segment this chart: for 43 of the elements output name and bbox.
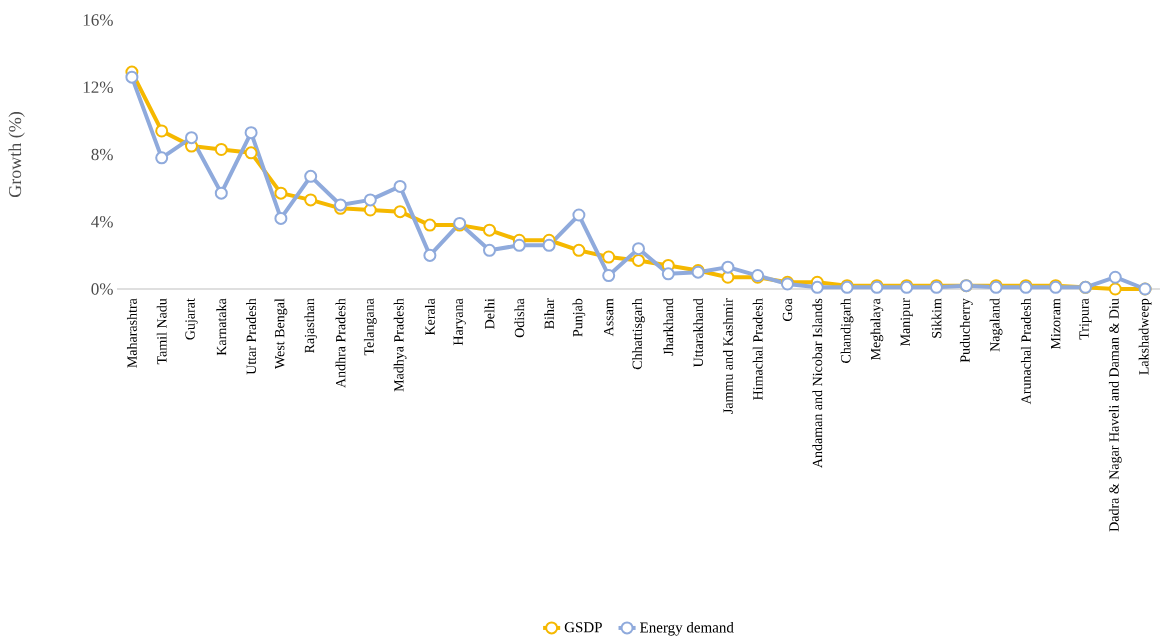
x-tick-label: Haryana [453,298,466,346]
x-tick-label: Telangana [363,298,377,356]
x-tick-label: Nagaland [989,298,1003,352]
y-tick-label: 16% [83,14,113,26]
x-tick-label: Arunachal Pradesh [1020,298,1031,405]
x-tick-label: Uttarakhand [693,298,704,368]
x-tick-label: Tripura [1079,298,1092,340]
x-tick-label: Andhra Pradesh [335,298,346,388]
x-tick-label: Mizoram [1050,298,1061,350]
x-tick-label: Odisha [514,298,525,338]
x-tick-label: Sikkim [931,298,942,338]
x-tick-label: Chandigarh [840,298,854,363]
y-axis-title: Growth (%) [8,112,25,197]
legend-label: Energy demand [640,622,734,636]
x-tick-label: Karnataka [216,298,227,356]
y-tick-label: 4% [91,215,113,228]
x-tick-label: Jammu and Kashmir [722,298,733,414]
x-tick-label: Bihar [544,298,555,329]
x-tick-label: Delhi [484,298,495,329]
x-tick-label: Lakshadweep [1138,298,1152,375]
x-tick-label: Puducherry [959,298,973,363]
x-tick-label: Chhattisgarh [632,298,645,370]
x-tick-label: Uttar Pradesh [246,298,257,375]
x-tick-label: Andaman and Nicobar Islands [812,298,823,468]
x-tick-label: Tamil Nadu [156,298,167,365]
x-tick-label: Dadra & Nagar Haveli and Daman & Diu [1108,298,1122,532]
x-tick-label: West Bengal [274,298,288,369]
x-tick-label: Meghalaya [870,298,884,360]
x-tick-label: Assam [603,298,614,337]
x-tick-label: Himachal Pradesh [752,298,763,401]
legend-label: GSDP [564,622,602,633]
x-tick-label: Maharashtra [126,298,137,368]
x-tick-label: Goa [782,298,793,321]
x-tick-label: Punjab [572,298,586,337]
x-tick-label: Madhya Pradesh [393,298,407,392]
x-tick-label: Rajasthan [304,298,318,353]
x-tick-label: Gujarat [185,298,198,340]
y-tick-label: 8% [91,148,113,161]
y-tick-label: 0% [91,283,113,295]
x-tick-label: Manipur [900,298,913,347]
x-tick-label: Kerala [424,298,435,336]
x-tick-label: Jharkhand [663,298,674,356]
y-tick-label: 12% [83,81,113,94]
